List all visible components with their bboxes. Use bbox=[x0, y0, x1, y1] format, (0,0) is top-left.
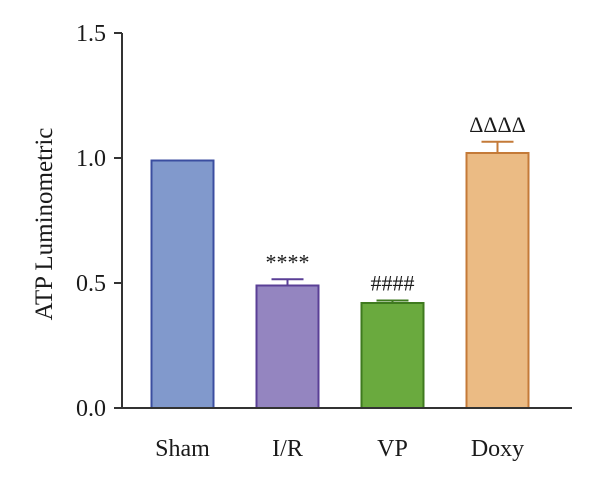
bar-vp bbox=[360, 302, 425, 409]
bar-sham bbox=[150, 159, 215, 409]
significance-labels: **** #### ΔΔΔΔ bbox=[266, 112, 526, 296]
y-axis-ticks: 0.0 0.5 1.0 1.5 bbox=[76, 21, 122, 422]
category-labels: Sham I/R VP Doxy bbox=[155, 436, 524, 462]
x-category-label: Doxy bbox=[471, 436, 524, 462]
y-tick-label: 0.0 bbox=[76, 396, 106, 422]
x-category-label: I/R bbox=[272, 436, 303, 462]
bar-doxy bbox=[465, 152, 530, 409]
y-tick-label: 1.5 bbox=[76, 21, 106, 47]
bars bbox=[150, 152, 530, 409]
y-tick-label: 1.0 bbox=[76, 146, 106, 172]
error-bars bbox=[271, 140, 514, 303]
x-category-label: VP bbox=[377, 436, 408, 462]
y-tick-label: 0.5 bbox=[76, 271, 106, 297]
bar-i-r bbox=[255, 284, 320, 409]
significance-label: ΔΔΔΔ bbox=[469, 112, 526, 137]
significance-label: #### bbox=[371, 271, 415, 296]
x-category-label: Sham bbox=[155, 436, 210, 462]
y-axis-title: ATP Luminometric bbox=[31, 128, 58, 321]
significance-label: **** bbox=[266, 249, 310, 274]
